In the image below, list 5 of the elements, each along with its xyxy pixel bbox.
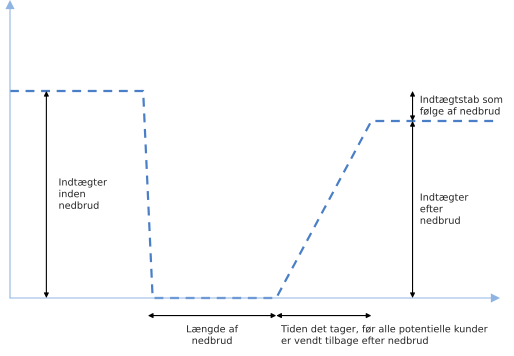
text: Tiden det tager, før alle potentielle kunder er vendt tilbage efter nedbrud (281, 324, 488, 346)
text: Længde af nedbrud (187, 324, 238, 344)
annotation: Indtægter efter nedbrud (420, 193, 468, 224)
annotation: Indtægter inden nedbrud (59, 178, 108, 209)
annotation: Indtægtstab som følge af nedbrud (420, 95, 502, 117)
